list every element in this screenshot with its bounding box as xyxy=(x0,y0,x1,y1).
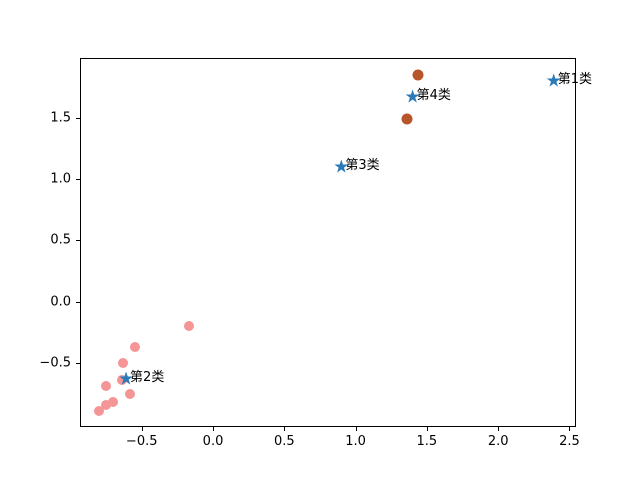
data-point-cluster-center-stars: ★ xyxy=(117,368,135,390)
x-tick-mark xyxy=(426,427,428,431)
x-tick-label: −0.5 xyxy=(125,434,158,449)
y-tick-mark xyxy=(76,363,80,365)
data-point-brown-cluster-points xyxy=(401,113,413,125)
y-tick-mark xyxy=(76,301,80,303)
x-tick-label: 0.5 xyxy=(273,434,295,449)
data-point-pink-cluster-points xyxy=(183,321,194,332)
cluster-label: 第2类 xyxy=(130,370,165,386)
data-point-pink-cluster-points xyxy=(116,375,127,386)
data-point-brown-cluster-points xyxy=(412,69,424,81)
y-tick-mark xyxy=(76,240,80,242)
plot-frame xyxy=(80,58,576,427)
y-tick-label: 0.5 xyxy=(50,232,71,248)
x-tick-label: 2.5 xyxy=(559,434,580,449)
data-point-pink-cluster-points xyxy=(108,397,119,408)
y-tick-label: −0.5 xyxy=(39,355,71,371)
x-tick-mark xyxy=(355,427,357,431)
y-tick-mark xyxy=(76,178,80,180)
x-tick-label: 2.0 xyxy=(487,434,509,449)
cluster-label: 第4类 xyxy=(416,87,451,103)
x-tick-mark xyxy=(498,427,500,431)
x-tick-mark xyxy=(141,427,143,431)
data-point-pink-cluster-points xyxy=(129,342,140,353)
data-point-pink-cluster-points xyxy=(118,358,129,369)
data-point-cluster-center-stars: ★ xyxy=(333,156,350,178)
y-tick-label: 1.0 xyxy=(50,171,71,187)
data-point-pink-cluster-points xyxy=(93,406,104,417)
cluster-label: 第1类 xyxy=(557,71,593,87)
data-point-cluster-center-stars: ★ xyxy=(545,70,562,92)
data-point-cluster-center-stars: ★ xyxy=(404,86,421,108)
x-tick-label: 1.5 xyxy=(416,434,438,449)
cluster-label: 第3类 xyxy=(345,157,380,173)
y-tick-mark xyxy=(76,117,80,119)
x-tick-label: 1.0 xyxy=(345,434,366,449)
data-point-pink-cluster-points xyxy=(101,381,112,392)
x-tick-mark xyxy=(569,427,571,431)
y-tick-label: 1.5 xyxy=(50,110,71,126)
y-tick-label: 0.0 xyxy=(50,294,71,310)
x-tick-mark xyxy=(213,427,215,431)
data-point-pink-cluster-points xyxy=(101,399,112,410)
data-point-pink-cluster-points xyxy=(125,388,136,399)
x-tick-label: 0.0 xyxy=(202,434,224,449)
x-tick-mark xyxy=(284,427,286,431)
